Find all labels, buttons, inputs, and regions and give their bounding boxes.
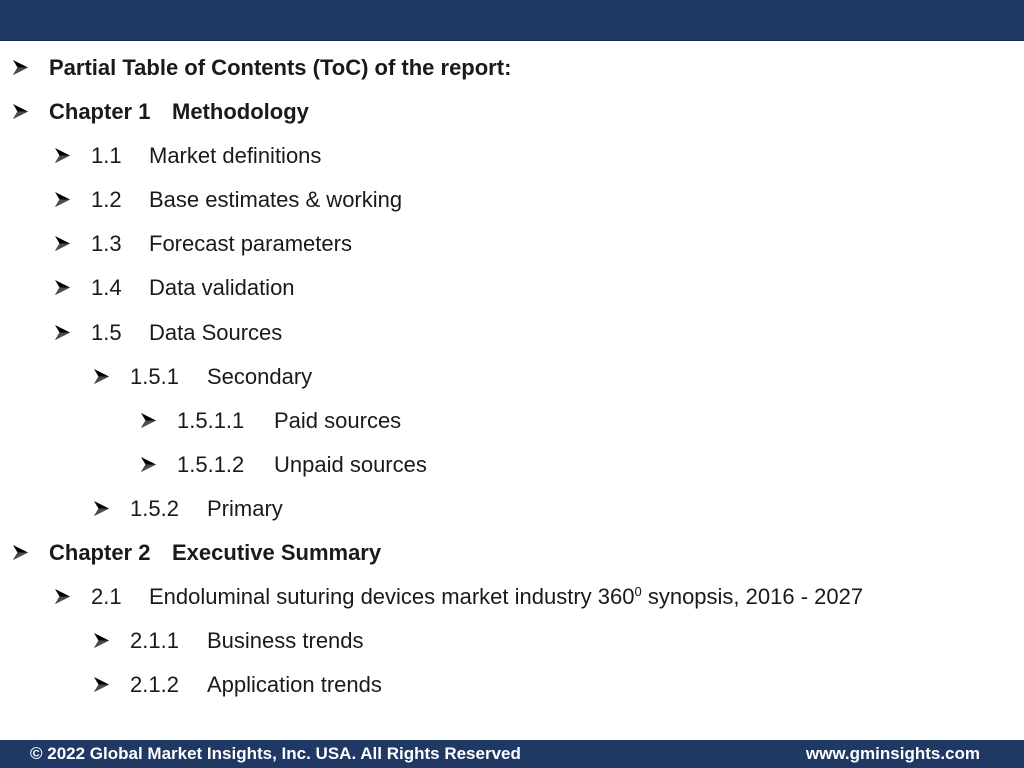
arrow-bullet-icon: [54, 266, 74, 310]
arrow-bullet-icon: [54, 222, 74, 266]
arrow-bullet-icon: [93, 619, 113, 663]
toc-item-title: Primary: [207, 487, 283, 531]
toc-item-title: Base estimates & working: [149, 178, 402, 222]
chapter-title: Methodology: [172, 90, 309, 134]
arrow-bullet-icon: [140, 443, 160, 487]
toc-item: 1.3 Forecast parameters: [0, 222, 1024, 266]
arrow-bullet-icon: [12, 46, 32, 90]
toc-item-number: 1.4: [91, 266, 122, 310]
toc-item-title: Forecast parameters: [149, 222, 352, 266]
toc-subitem: 2.1.1 Business trends: [0, 619, 1024, 663]
toc-item-number: 1.5: [91, 311, 122, 355]
toc-item-number: 1.5.1: [130, 355, 179, 399]
footer-bar: © 2022 Global Market Insights, Inc. USA.…: [0, 740, 1024, 768]
chapter-title: Executive Summary: [172, 531, 381, 575]
arrow-bullet-icon: [54, 134, 74, 178]
arrow-bullet-icon: [54, 575, 74, 619]
arrow-bullet-icon: [93, 663, 113, 707]
toc-subitem: 1.5.1 Secondary: [0, 355, 1024, 399]
toc-item-title: Market definitions: [149, 134, 321, 178]
arrow-bullet-icon: [140, 399, 160, 443]
toc-item: 1.5 Data Sources: [0, 311, 1024, 355]
toc-item: 1.2 Base estimates & working: [0, 178, 1024, 222]
header-bar: [0, 0, 1024, 41]
toc-item-title: Business trends: [207, 619, 364, 663]
toc-item-title: Unpaid sources: [274, 443, 427, 487]
toc-subsubitem: 1.5.1.2 Unpaid sources: [0, 443, 1024, 487]
toc-item-title: Endoluminal suturing devices market indu…: [149, 575, 863, 619]
toc-subitem: 1.5.2 Primary: [0, 487, 1024, 531]
synopsis-title-start: Endoluminal suturing devices market indu…: [149, 584, 634, 609]
toc-heading: Partial Table of Contents (ToC) of the r…: [0, 46, 1024, 90]
toc-item: 1.1 Market definitions: [0, 134, 1024, 178]
degree-superscript: 0: [634, 584, 641, 599]
arrow-bullet-icon: [12, 90, 32, 134]
synopsis-title-end: synopsis, 2016 - 2027: [642, 584, 863, 609]
toc-item-number: 1.1: [91, 134, 122, 178]
toc-item: 1.4 Data validation: [0, 266, 1024, 310]
toc-item-title: Data validation: [149, 266, 295, 310]
arrow-bullet-icon: [12, 531, 32, 575]
toc-item-number: 1.5.1.2: [177, 443, 244, 487]
toc-item-number: 2.1.1: [130, 619, 179, 663]
arrow-bullet-icon: [54, 311, 74, 355]
toc-item-title: Application trends: [207, 663, 382, 707]
toc-item-number: 1.5.2: [130, 487, 179, 531]
toc-subsubitem: 1.5.1.1 Paid sources: [0, 399, 1024, 443]
copyright-text: © 2022 Global Market Insights, Inc. USA.…: [30, 740, 521, 768]
table-of-contents: Partial Table of Contents (ToC) of the r…: [0, 46, 1024, 707]
toc-heading-text: Partial Table of Contents (ToC) of the r…: [49, 46, 511, 90]
toc-item: 2.1 Endoluminal suturing devices market …: [0, 575, 1024, 619]
arrow-bullet-icon: [93, 355, 113, 399]
toc-item-title: Paid sources: [274, 399, 401, 443]
toc-item-number: 1.3: [91, 222, 122, 266]
chapter-number: Chapter 1: [49, 90, 150, 134]
toc-item-title: Secondary: [207, 355, 312, 399]
toc-item-number: 2.1.2: [130, 663, 179, 707]
arrow-bullet-icon: [93, 487, 113, 531]
arrow-bullet-icon: [54, 178, 74, 222]
toc-item-number: 1.5.1.1: [177, 399, 244, 443]
toc-item-number: 1.2: [91, 178, 122, 222]
website-link[interactable]: www.gminsights.com: [806, 740, 980, 768]
toc-chapter-1: Chapter 1 Methodology: [0, 90, 1024, 134]
toc-chapter-2: Chapter 2 Executive Summary: [0, 531, 1024, 575]
toc-item-number: 2.1: [91, 575, 122, 619]
toc-item-title: Data Sources: [149, 311, 282, 355]
toc-subitem: 2.1.2 Application trends: [0, 663, 1024, 707]
chapter-number: Chapter 2: [49, 531, 150, 575]
